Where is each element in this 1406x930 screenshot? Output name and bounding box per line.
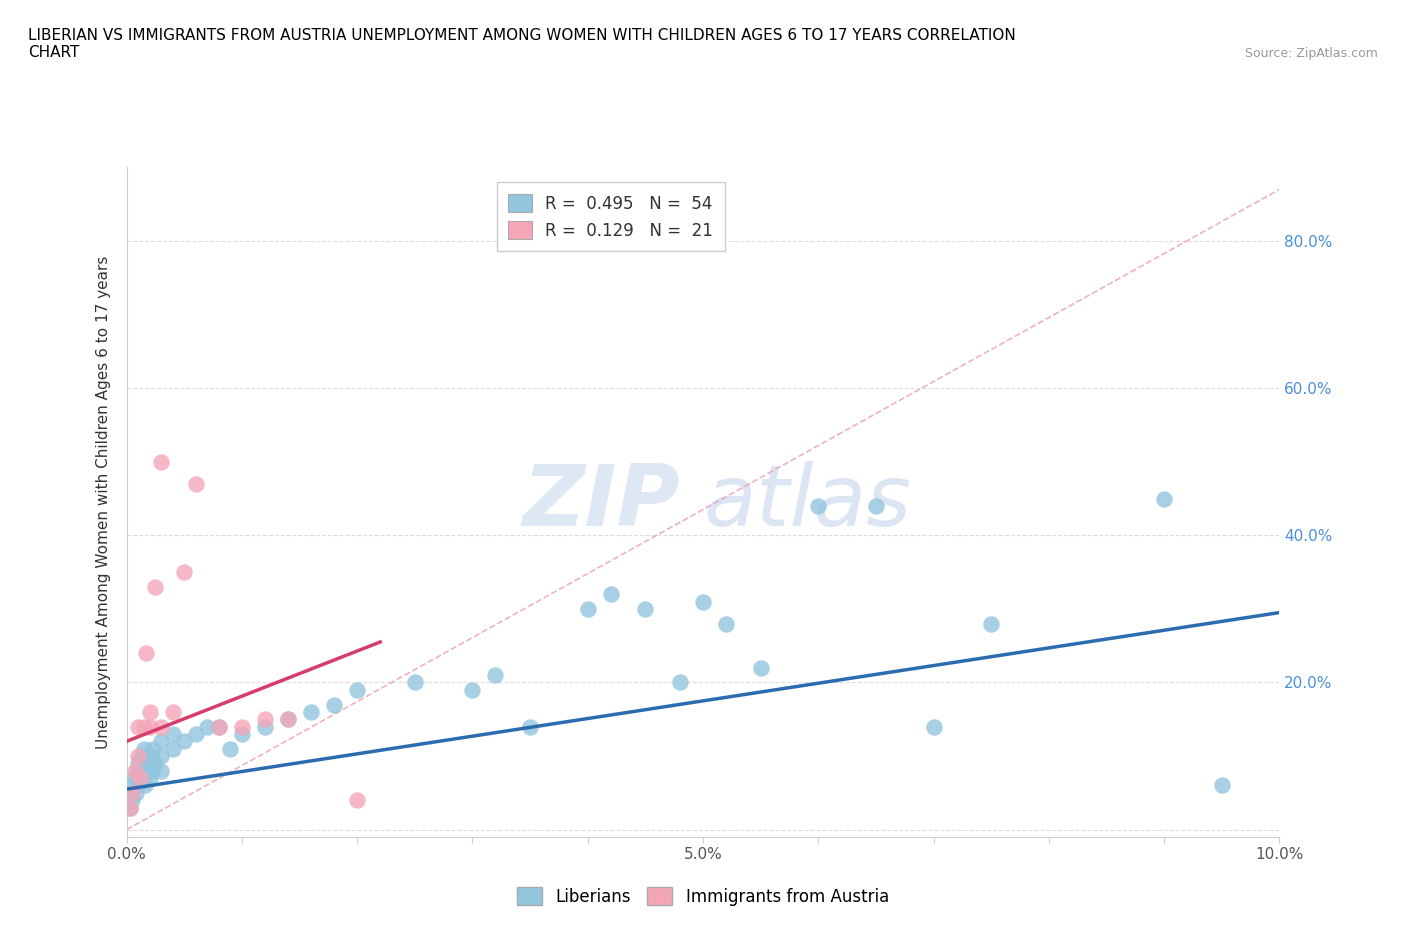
Point	[125, 786, 148, 801]
Point	[138, 749, 160, 764]
Point	[131, 749, 153, 764]
Point	[136, 764, 159, 778]
Point	[124, 764, 146, 778]
Point	[150, 454, 173, 469]
Point	[184, 476, 207, 491]
Point	[208, 719, 231, 734]
Point	[127, 756, 149, 771]
Point	[299, 704, 322, 719]
Point	[277, 711, 299, 726]
Point	[150, 719, 173, 734]
Point	[173, 734, 195, 749]
Point	[138, 771, 160, 786]
Y-axis label: Unemployment Among Women with Children Ages 6 to 17 years: Unemployment Among Women with Children A…	[96, 256, 111, 749]
Point	[404, 675, 426, 690]
Point	[121, 792, 143, 807]
Point	[129, 771, 152, 786]
Text: ZIP: ZIP	[522, 460, 681, 544]
Point	[749, 660, 772, 675]
Point	[131, 764, 153, 778]
Point	[195, 719, 218, 734]
Point	[150, 764, 173, 778]
Point	[150, 734, 173, 749]
Point	[118, 800, 141, 815]
Point	[277, 711, 299, 726]
Point	[142, 741, 165, 756]
Point	[634, 602, 657, 617]
Point	[145, 756, 166, 771]
Point	[145, 579, 166, 594]
Point	[184, 726, 207, 741]
Point	[219, 741, 242, 756]
Point	[253, 711, 276, 726]
Text: atlas: atlas	[703, 460, 911, 544]
Point	[129, 771, 152, 786]
Point	[162, 741, 184, 756]
Point	[162, 726, 184, 741]
Point	[461, 683, 484, 698]
Point	[714, 617, 737, 631]
Point	[141, 764, 163, 778]
Point	[135, 645, 157, 660]
Point	[138, 719, 160, 734]
Point	[484, 668, 506, 683]
Point	[576, 602, 599, 617]
Point	[127, 719, 149, 734]
Legend: R =  0.495   N =  54, R =  0.129   N =  21: R = 0.495 N = 54, R = 0.129 N = 21	[496, 182, 724, 251]
Point	[132, 719, 155, 734]
Point	[346, 792, 368, 807]
Legend: Liberians, Immigrants from Austria: Liberians, Immigrants from Austria	[510, 881, 896, 912]
Point	[231, 726, 253, 741]
Text: Source: ZipAtlas.com: Source: ZipAtlas.com	[1244, 46, 1378, 60]
Text: LIBERIAN VS IMMIGRANTS FROM AUSTRIA UNEMPLOYMENT AMONG WOMEN WITH CHILDREN AGES : LIBERIAN VS IMMIGRANTS FROM AUSTRIA UNEM…	[28, 28, 1017, 60]
Point	[865, 498, 887, 513]
Point	[519, 719, 541, 734]
Point	[231, 719, 253, 734]
Point	[138, 704, 160, 719]
Point	[127, 749, 149, 764]
Point	[124, 771, 146, 786]
Point	[1211, 778, 1233, 793]
Point	[692, 594, 714, 609]
Point	[127, 778, 149, 793]
Point	[253, 719, 276, 734]
Point	[599, 587, 621, 602]
Point	[121, 786, 143, 801]
Point	[135, 756, 157, 771]
Point	[134, 778, 156, 793]
Point	[150, 749, 173, 764]
Point	[669, 675, 692, 690]
Point	[208, 719, 231, 734]
Point	[162, 704, 184, 719]
Point	[132, 741, 155, 756]
Point	[1153, 491, 1175, 506]
Point	[125, 764, 148, 778]
Point	[173, 565, 195, 579]
Point	[122, 778, 145, 793]
Point	[323, 698, 346, 712]
Point	[346, 683, 368, 698]
Point	[120, 786, 142, 801]
Point	[980, 617, 1002, 631]
Point	[807, 498, 830, 513]
Point	[118, 800, 141, 815]
Point	[922, 719, 945, 734]
